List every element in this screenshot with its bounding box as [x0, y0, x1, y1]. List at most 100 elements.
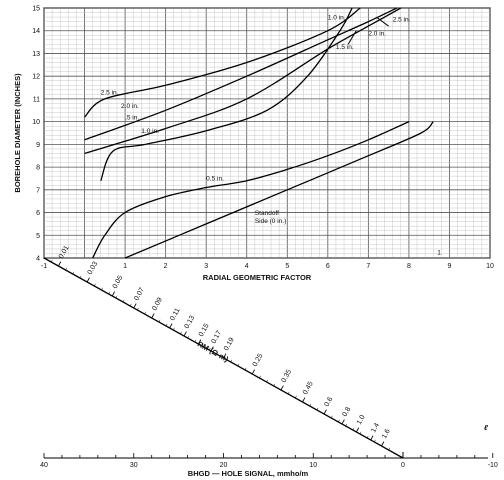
rm-minor-tick [252, 371, 254, 375]
rm-tick-label: 0.11 [169, 307, 182, 322]
rm-minor-tick [115, 295, 118, 299]
rm-tick-label: 1.6 [381, 428, 392, 440]
rm-tick-label: 0.35 [280, 369, 293, 384]
x-tick-label: 5 [285, 263, 289, 270]
signal-tick-label: 30 [130, 462, 138, 469]
rm-tick [111, 291, 115, 297]
rm-tick [341, 419, 345, 425]
rm-minor-tick [223, 355, 225, 359]
x-tick-label: 2 [164, 263, 168, 270]
rm-minor-tick [86, 279, 89, 283]
rm-minor-tick [79, 275, 82, 279]
rm-minor-tick [295, 395, 297, 399]
rm-tick [133, 303, 137, 309]
curve-series [84, 7, 434, 259]
x-tick-label: 10 [486, 263, 494, 270]
rm-minor-tick [158, 319, 161, 323]
rm-tick [355, 427, 360, 433]
x-tick-label: 7 [366, 263, 370, 270]
rm-minor-tick [359, 431, 362, 435]
y-tick-label: 12 [32, 74, 40, 81]
rm-tick-label: 0.8 [341, 406, 352, 418]
signal-tick-label: 40 [40, 462, 48, 469]
rm-minor-tick [94, 283, 96, 287]
rm-tick-label: 0.07 [133, 287, 146, 302]
rm-minor-tick [316, 407, 319, 411]
rm-minor-tick [302, 399, 304, 403]
curve-line [92, 121, 410, 259]
rm-minor-tick [151, 315, 154, 319]
signal-axis-title: BHGD — HOLE SIGNAL, mmho/m [188, 469, 309, 478]
rm-minor-tick [108, 291, 111, 295]
rm-tick-label: 0.03 [87, 261, 100, 276]
side-mark: ℓ [484, 423, 489, 432]
annotation-label: 2.0 in. [368, 30, 386, 37]
rm-tick [210, 346, 214, 352]
rm-minor-tick [129, 303, 132, 307]
curve-label: 2.5 in. [101, 89, 119, 96]
rm-tick-label: 0.6 [324, 396, 335, 408]
rm-minor-tick [72, 271, 75, 275]
rm-minor-tick [259, 375, 261, 379]
curve-label: 0.5 in. [206, 176, 224, 183]
curve-label: Side (0 in.) [255, 218, 286, 225]
rm-minor-tick [122, 299, 125, 303]
signal-tick-label: 0 [401, 462, 405, 469]
rm-minor-tick [388, 447, 391, 451]
annotation-label: 1.5 in. [336, 44, 354, 51]
annotation-label: 1.0 in. [328, 14, 346, 21]
y-tick-label: 10 [32, 119, 40, 126]
rm-minor-tick [366, 435, 369, 439]
rm-minor-tick [266, 379, 269, 383]
rm-tick [183, 331, 187, 337]
rm-minor-tick [352, 427, 355, 431]
x-tick-label: -1 [41, 263, 47, 270]
rm-minor-tick [101, 287, 103, 291]
curve-line [100, 7, 353, 181]
x-tick-label: 4 [245, 263, 249, 270]
rm-tick-label: 0.09 [151, 297, 164, 312]
y-tick-label: 13 [32, 51, 40, 58]
rm-tick-label: 0.05 [112, 275, 125, 290]
plot-grid [43, 7, 491, 259]
signal-tick-label: -10 [488, 462, 498, 469]
x-tick-label: 3 [204, 263, 208, 270]
rm-minor-tick [273, 383, 276, 387]
curve-label: 2.0 in. [121, 103, 139, 110]
rm-tick-label: 0.17 [210, 330, 223, 345]
curve-line [84, 7, 402, 155]
rm-tick-label: 1.0 [356, 414, 367, 426]
rm-minor-tick [244, 367, 247, 371]
rm-tick-label: 0.45 [302, 381, 315, 396]
rm-tick-label: 0.15 [198, 323, 211, 338]
y-tick-label: 11 [33, 96, 40, 103]
rm-minor-tick [50, 259, 53, 263]
y-tick-label: 5 [36, 233, 40, 240]
rm-minor-tick [280, 387, 283, 391]
rm-tick-label: 0.13 [184, 315, 197, 330]
rm-minor-tick [144, 311, 146, 315]
y-axis-title: BOREHOLE DIAMETER (INCHES) [13, 73, 22, 193]
x-tick-label: 6 [326, 263, 330, 270]
annotation-arrow [376, 16, 389, 27]
annotation-arrow [347, 30, 357, 45]
curve-label: 1.0 in. [141, 128, 159, 135]
rm-minor-tick [58, 263, 60, 267]
curve-line [84, 7, 397, 141]
plot-frame [43, 7, 491, 259]
rm-minor-tick [208, 347, 211, 351]
annotation-label: 2.5 in. [393, 17, 411, 24]
rm-minor-tick [381, 443, 383, 447]
rm-tick [370, 435, 374, 441]
rm-tick [169, 323, 173, 329]
signal-tick-label: 10 [309, 462, 317, 469]
rm-minor-tick [338, 419, 340, 423]
y-tick-label: 9 [36, 142, 40, 149]
rm-minor-tick [345, 423, 347, 427]
curve-label: Standoff [255, 210, 279, 217]
rm-minor-tick [230, 359, 233, 363]
curve-line [124, 121, 434, 259]
rm-minor-tick [180, 331, 182, 335]
